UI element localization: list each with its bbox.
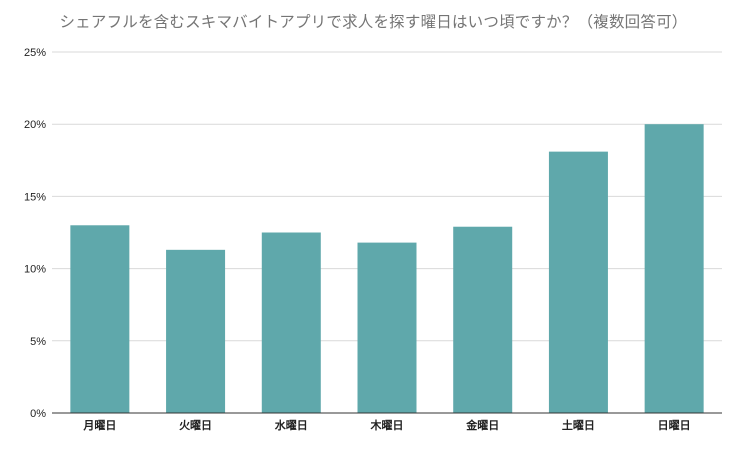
chart-title: シェアフルを含むスキマバイトアプリで求人を探す曜日はいつ頃ですか？（複数回答可） (59, 13, 688, 31)
y-axis-tick-labels: 0% 5% 10% 15% 20% 25% (24, 47, 46, 420)
x-category-label: 日曜日 (658, 419, 691, 432)
x-category-label: 月曜日 (82, 419, 116, 432)
y-tick-label: 5% (30, 336, 46, 348)
bar (644, 124, 704, 413)
y-tick-label: 15% (24, 191, 46, 203)
bar (453, 226, 513, 413)
bar (166, 249, 226, 413)
x-axis-category-labels: 月曜日 火曜日 水曜日 木曜日 金曜日 土曜日 日曜日 (82, 418, 690, 432)
x-category-label: 水曜日 (275, 418, 308, 432)
x-category-label: 土曜日 (562, 418, 595, 432)
y-tick-label: 25% (24, 47, 46, 59)
bar (548, 151, 608, 414)
bar (357, 242, 417, 413)
bar (70, 225, 130, 413)
x-category-label: 火曜日 (179, 419, 212, 432)
y-tick-label: 0% (30, 408, 46, 420)
y-tick-label: 10% (24, 264, 46, 276)
bars (70, 124, 704, 414)
y-tick-label: 20% (24, 119, 46, 131)
x-category-label: 木曜日 (370, 418, 404, 432)
bar (261, 232, 321, 413)
x-category-label: 金曜日 (465, 418, 499, 432)
